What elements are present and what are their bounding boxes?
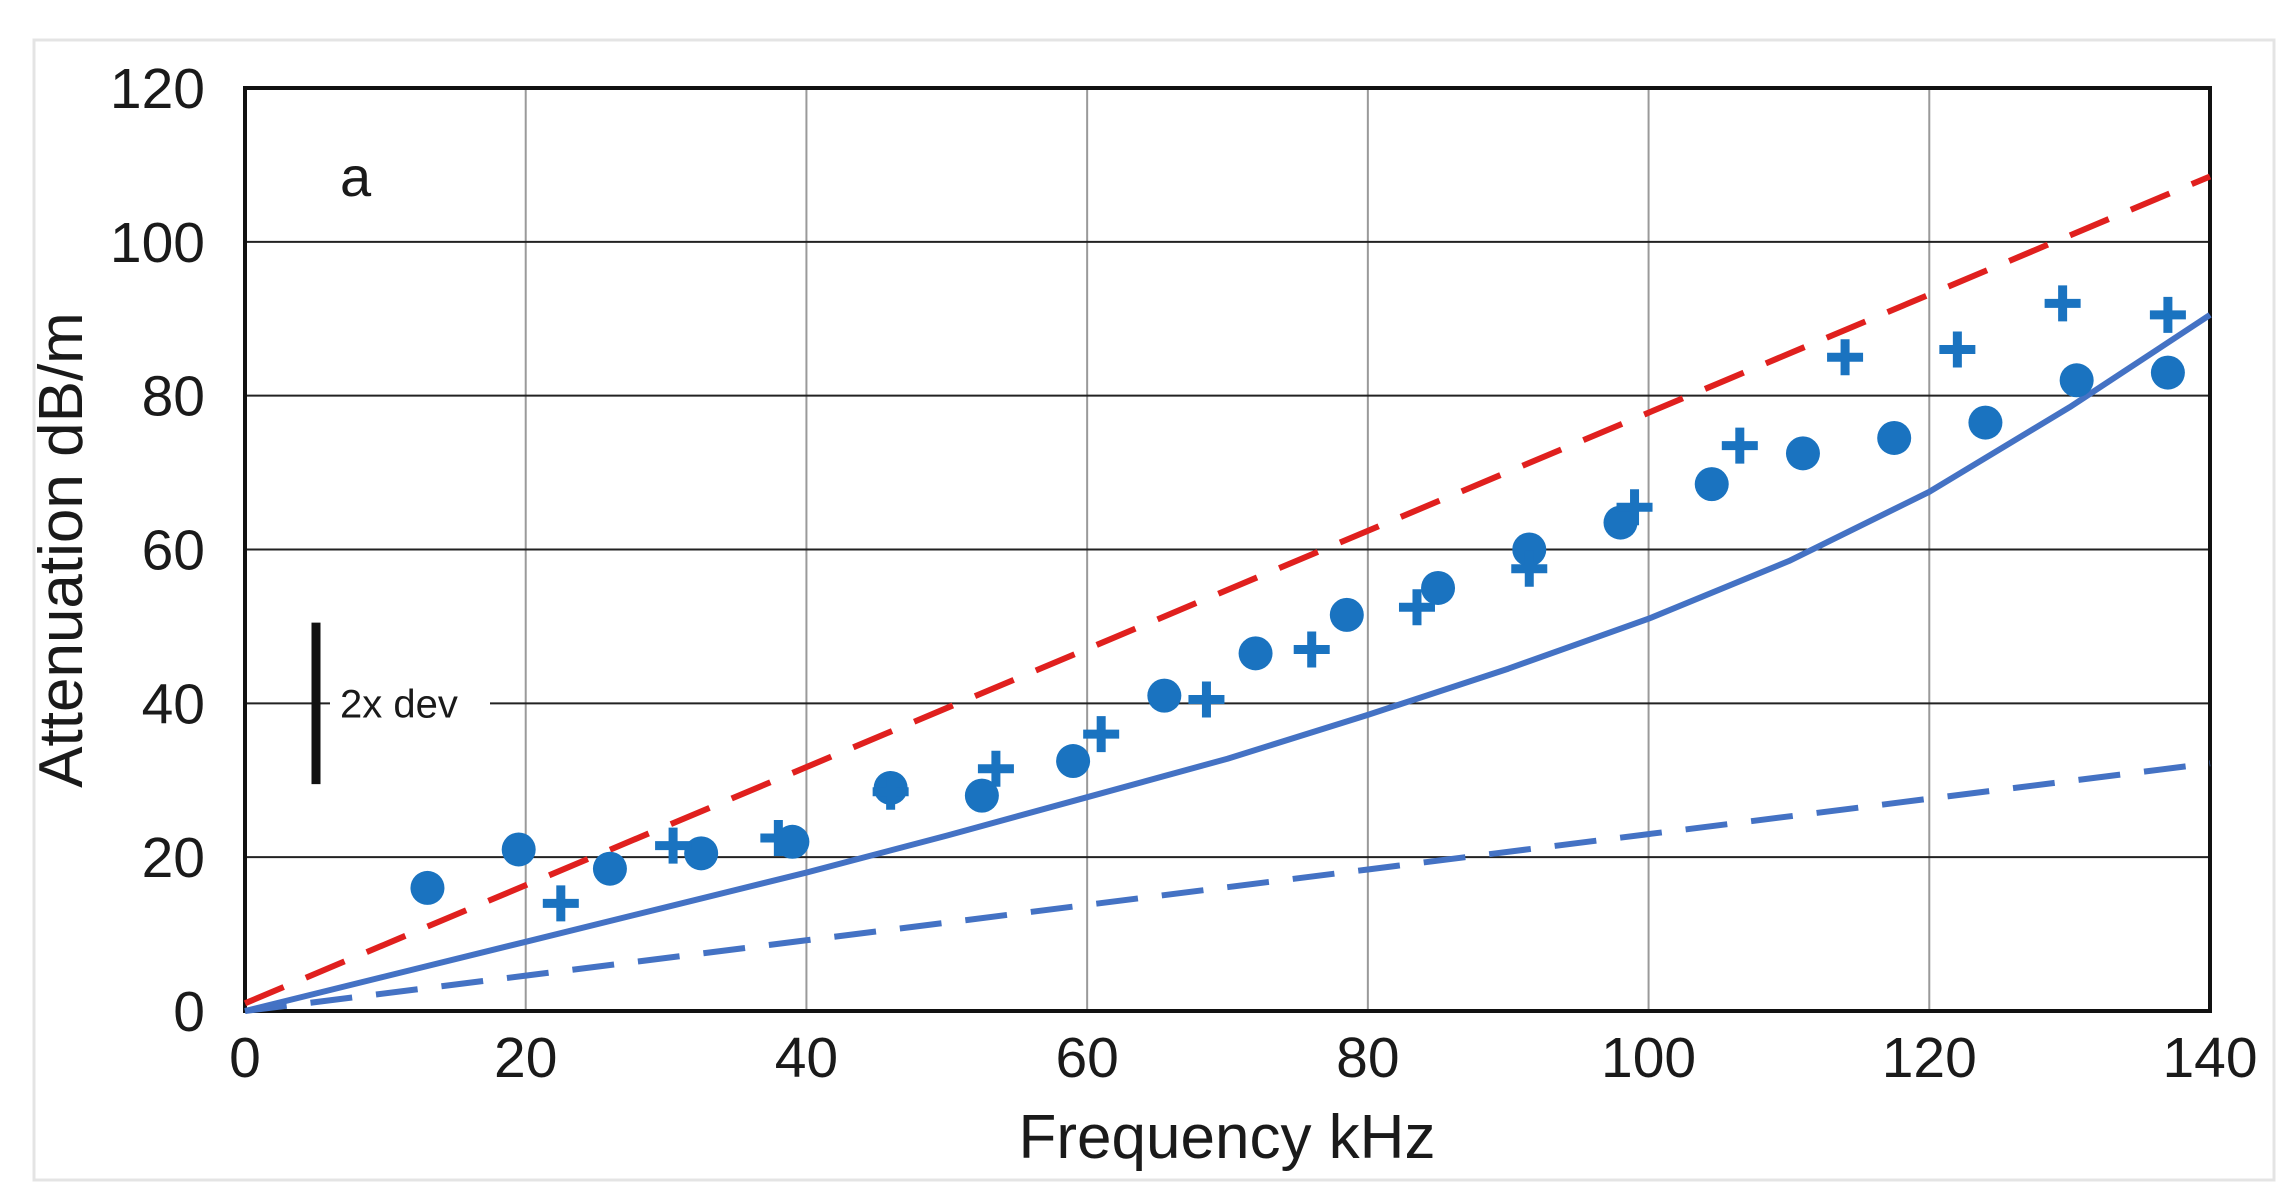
cross-point (1293, 631, 1330, 668)
cross-point (1939, 331, 1976, 368)
cross-point (1083, 716, 1120, 753)
blue-solid-line (244, 312, 2212, 1014)
cross-point (2044, 285, 2081, 322)
cross-point (655, 827, 692, 864)
circle-point (1785, 436, 1820, 471)
circle-point (1056, 744, 1091, 779)
circle-point (1603, 505, 1638, 540)
cross-point (1511, 550, 1548, 587)
red-dashed-line (243, 173, 2212, 1007)
cross-point (542, 885, 579, 922)
circle-point (2059, 363, 2094, 398)
y-tick-label: 80 (142, 365, 205, 429)
circle-point (1421, 570, 1456, 605)
circle-point (1329, 597, 1364, 632)
cross-point (977, 750, 1014, 787)
cross-point (872, 773, 909, 810)
deviation-annotation: 2x dev (311, 622, 490, 785)
cross-point (1616, 489, 1653, 526)
y-tick-label: 100 (110, 211, 205, 275)
cross-point (2149, 296, 2186, 333)
cross-point (1721, 427, 1758, 464)
x-tick-label: 0 (229, 1026, 261, 1090)
circle-point (1512, 532, 1547, 567)
circle-point (684, 836, 719, 871)
deviation-label: 2x dev (340, 682, 458, 726)
circle-point (410, 870, 445, 905)
x-axis-title: Frequency kHz (1019, 1103, 1436, 1172)
circle-point (1694, 467, 1729, 502)
x-tick-label: 20 (494, 1026, 557, 1090)
circle-point (1968, 405, 2003, 440)
x-tick-label: 60 (1055, 1026, 1118, 1090)
cross-point (1827, 339, 1864, 376)
x-tick-label: 100 (1601, 1026, 1696, 1090)
y-tick-label: 40 (142, 672, 205, 736)
circle-point (2150, 355, 2185, 390)
y-tick-label: 120 (110, 57, 205, 121)
x-tick-label: 140 (2162, 1026, 2257, 1090)
circle-point (964, 778, 999, 813)
y-tick-label: 0 (173, 980, 205, 1044)
x-tick-label: 80 (1336, 1026, 1399, 1090)
y-axis-title: Attenuation dB/m (27, 312, 96, 788)
cross-point (1188, 681, 1225, 718)
x-tick-label: 120 (1882, 1026, 1977, 1090)
panel-label: a (340, 145, 372, 208)
cross-point (760, 819, 797, 856)
circle-point (1147, 678, 1182, 713)
circle-point (1238, 636, 1273, 671)
cross-point (1398, 589, 1435, 626)
y-tick-label: 20 (142, 826, 205, 890)
circle-point (592, 851, 627, 886)
deviation-label-background (330, 644, 490, 762)
y-tick-label: 60 (142, 519, 205, 583)
x-tick-label: 40 (775, 1026, 838, 1090)
circle-point (501, 832, 536, 867)
plot-border (243, 86, 2212, 1013)
circle-point (1877, 420, 1912, 455)
blue-dashed-line (244, 760, 2211, 1014)
